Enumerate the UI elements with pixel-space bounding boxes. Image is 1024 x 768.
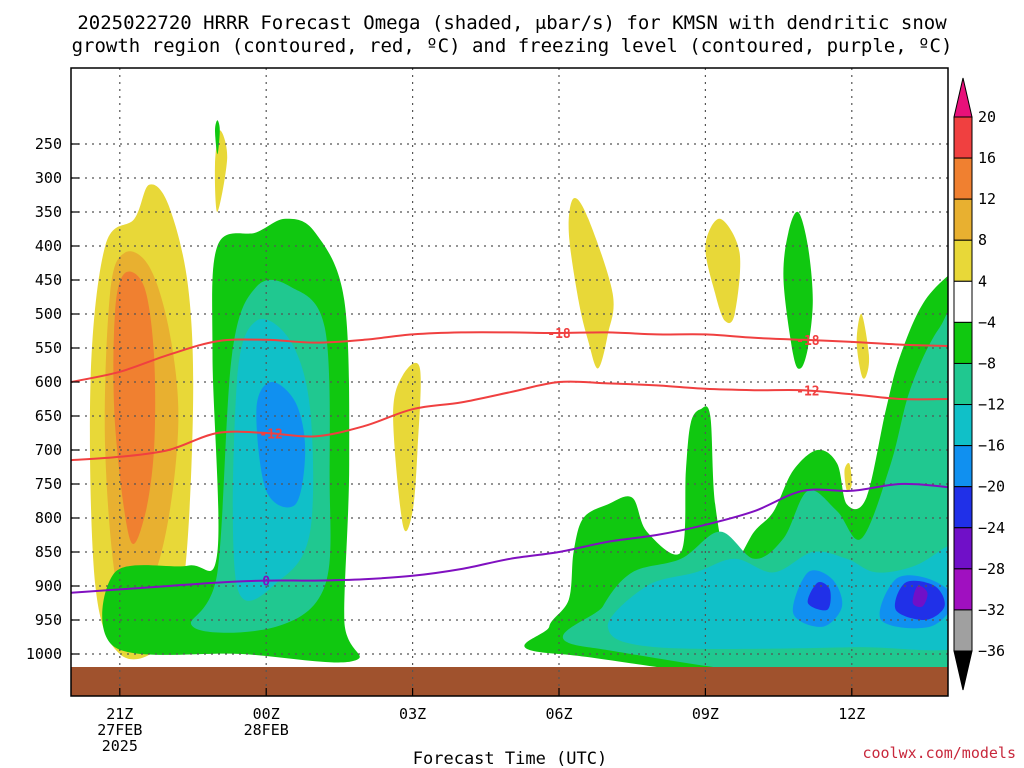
title-line-2: growth region (contoured, red, ºC) and f… [72, 35, 953, 57]
y-tick-label-700: 700 [35, 441, 62, 459]
colorbar-band-10 [953, 527, 973, 570]
omega-region-11 [844, 462, 852, 492]
colorbar: 20 16 12 8 4 −4 −8 −12 −16 −20 −24 −28 −32 −36 [953, 77, 1005, 691]
x-tick-label-0-0: 21Z [106, 705, 133, 723]
omega-region-23 [912, 585, 928, 608]
y-tick-label-800: 800 [35, 509, 62, 527]
chart-title: 2025022720 HRRR Forecast Omega (shaded, … [72, 12, 953, 57]
x-tick-label-1-0: 00Z [253, 705, 280, 723]
colorbar-band-11 [953, 568, 973, 611]
x-tick-label-3-0: 06Z [545, 705, 572, 723]
colorbar-label-8: −16 [978, 437, 1005, 455]
colorbar-band-6 [953, 362, 973, 406]
y-tick-label-500: 500 [35, 305, 62, 323]
x-axis-title: Forecast Time (UTC) [413, 749, 607, 768]
contour-label-0: -18 [547, 327, 571, 342]
omega-region-15 [783, 211, 813, 369]
omega-region-16 [215, 120, 220, 155]
x-tick-label-4-0: 09Z [692, 705, 719, 723]
colorbar-band-2 [953, 198, 973, 241]
y-tick-label-750: 750 [35, 475, 62, 493]
colorbar-band-4 [953, 280, 973, 323]
x-tick-label-1-1: 28FEB [244, 721, 289, 739]
contour-label-2: -12 [796, 385, 819, 400]
y-tick-label-900: 900 [35, 577, 62, 595]
y-tick-label-1000: 1000 [26, 645, 62, 663]
colorbar-label-7: −12 [978, 396, 1005, 414]
colorbar-label-2: 12 [978, 190, 996, 208]
colorbar-bottom-arrow [953, 650, 973, 691]
colorbar-band-5 [953, 321, 973, 364]
contour-line-1 [71, 380, 948, 462]
colorbar-label-3: 8 [978, 231, 987, 249]
omega-region-9 [568, 197, 614, 369]
y-tick-label-300: 300 [35, 169, 62, 187]
colorbar-band-9 [953, 486, 973, 529]
colorbar-band-12 [953, 609, 973, 652]
y-axis-ticks: 250 300 350 400 450 500 550 600 650 700 750 800 850 9… [26, 135, 79, 663]
colorbar-label-10: −24 [978, 519, 1005, 537]
ground-layer [71, 667, 948, 696]
colorbar-label-9: −20 [978, 478, 1005, 496]
y-tick-label-650: 650 [35, 407, 62, 425]
y-tick-label-950: 950 [35, 611, 62, 629]
colorbar-band-3 [953, 239, 973, 282]
omega-region-2 [113, 271, 156, 544]
contour-label-3: -18 [796, 334, 820, 349]
colorbar-label-0: 20 [978, 108, 996, 126]
colorbar-top-arrow [953, 77, 973, 118]
colorbar-band-1 [953, 157, 973, 200]
contour-label-4: 0 [262, 575, 270, 590]
y-tick-label-450: 450 [35, 271, 62, 289]
y-tick-label-400: 400 [35, 237, 62, 255]
contour-lines: -18 -12 -12 -18 0 [71, 327, 948, 594]
x-tick-label-2-0: 03Z [399, 705, 426, 723]
omega-region-8 [393, 362, 421, 532]
omega-region-21 [807, 581, 831, 611]
y-tick-label-850: 850 [35, 543, 62, 561]
omega-region-10 [705, 218, 741, 324]
colorbar-label-5: −4 [978, 313, 996, 331]
ground-fill [71, 667, 948, 696]
colorbar-label-11: −28 [978, 560, 1005, 578]
x-tick-label-0-1: 27FEB [97, 721, 142, 739]
contour-line-0 [71, 331, 948, 383]
colorbar-band-8 [953, 445, 973, 488]
colorbar-band-7 [953, 404, 973, 447]
colorbar-band-0 [953, 116, 973, 159]
colorbar-label-4: 4 [978, 272, 987, 290]
credit-text: coolwx.com/models [862, 744, 1016, 762]
y-tick-label-350: 350 [35, 203, 62, 221]
x-tick-label-0-2: 2025 [102, 737, 138, 755]
y-tick-label-550: 550 [35, 339, 62, 357]
y-tick-label-600: 600 [35, 373, 62, 391]
x-tick-label-5-0: 12Z [838, 705, 865, 723]
colorbar-label-13: −36 [978, 642, 1005, 660]
contour-label-1: -12 [259, 427, 282, 442]
colorbar-label-12: −32 [978, 601, 1005, 619]
omega-region-6 [256, 381, 306, 508]
contour-line-4 [71, 482, 948, 594]
omega-region-18 [607, 545, 948, 651]
omega-region-12 [856, 313, 870, 379]
title-line-1: 2025022720 HRRR Forecast Omega (shaded, … [77, 12, 947, 34]
colorbar-label-6: −8 [978, 354, 996, 372]
y-tick-label-250: 250 [35, 135, 62, 153]
colorbar-label-1: 16 [978, 149, 996, 167]
